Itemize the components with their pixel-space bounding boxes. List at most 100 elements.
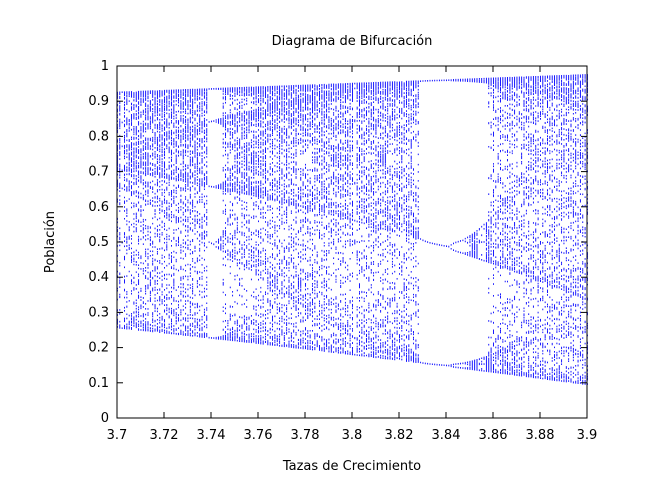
bifurcation-point-column bbox=[410, 80, 412, 362]
y-tick-label: 1 bbox=[101, 59, 109, 74]
bifurcation-point-column bbox=[121, 91, 123, 329]
bifurcation-point-column bbox=[220, 87, 222, 340]
bifurcation-point-column bbox=[250, 86, 252, 344]
bifurcation-point-column bbox=[427, 79, 429, 365]
y-tick-label: 0.9 bbox=[88, 94, 109, 109]
bifurcation-point-column bbox=[584, 74, 586, 385]
bifurcation-point-column bbox=[340, 83, 342, 354]
bifurcation-point-column bbox=[265, 86, 266, 343]
bifurcation-point-column bbox=[387, 81, 389, 360]
bifurcation-point-column bbox=[359, 82, 360, 357]
x-axis: 3.7 3.72 3.74 3.76 3.78 3.8 3.82 3.84 3.86 3.88 3.… bbox=[107, 66, 598, 443]
bifurcation-point-column bbox=[342, 83, 344, 354]
bifurcation-point-column bbox=[509, 76, 511, 376]
y-tick-label: 0.4 bbox=[88, 270, 109, 285]
bifurcation-point-column bbox=[375, 81, 377, 359]
bifurcation-point-column bbox=[330, 83, 332, 353]
bifurcation-point-column bbox=[314, 84, 316, 351]
bifurcation-point-column bbox=[321, 84, 323, 352]
bifurcation-point-column bbox=[434, 79, 436, 366]
x-tick-label: 3.84 bbox=[432, 428, 461, 443]
bifurcation-point-column bbox=[337, 83, 339, 354]
bifurcation-point-column bbox=[131, 91, 132, 330]
plot-area bbox=[117, 74, 588, 385]
bifurcation-point-column bbox=[319, 84, 320, 351]
bifurcation-point-column bbox=[424, 80, 426, 365]
bifurcation-point-column bbox=[199, 88, 201, 338]
bifurcation-point-column bbox=[241, 86, 243, 343]
bifurcation-point-column bbox=[328, 83, 330, 353]
bifurcation-point-column bbox=[476, 78, 478, 371]
bifurcation-point-column bbox=[394, 81, 396, 361]
bifurcation-point-column bbox=[436, 79, 438, 366]
bifurcation-point-column bbox=[229, 87, 231, 341]
bifurcation-point-column bbox=[140, 90, 142, 331]
bifurcation-point-column bbox=[156, 90, 158, 332]
bifurcation-point-column bbox=[488, 77, 490, 373]
y-tick-label: 0.7 bbox=[88, 165, 109, 180]
bifurcation-point-column bbox=[258, 86, 259, 344]
bifurcation-point-column bbox=[549, 75, 551, 381]
bifurcation-point-column bbox=[403, 82, 405, 357]
chart-title: Diagrama de Bifurcación bbox=[272, 34, 433, 49]
bifurcation-point-column bbox=[232, 87, 234, 342]
bifurcation-point-column bbox=[453, 79, 454, 368]
bifurcation-point-column bbox=[128, 91, 130, 330]
bifurcation-point-column bbox=[286, 85, 288, 347]
bifurcation-point-column bbox=[478, 78, 480, 372]
bifurcation-point-column bbox=[497, 77, 499, 374]
bifurcation-point-column bbox=[490, 77, 492, 373]
bifurcation-point-column bbox=[391, 81, 393, 360]
bifurcation-point-column bbox=[227, 87, 229, 341]
bifurcation-point-column bbox=[218, 87, 219, 340]
x-tick-label: 3.88 bbox=[526, 428, 555, 443]
bifurcation-point-column bbox=[525, 76, 527, 378]
bifurcation-point-column bbox=[173, 89, 175, 335]
x-axis-title: Tazas de Crecimiento bbox=[282, 459, 421, 474]
bifurcation-point-column bbox=[225, 87, 226, 341]
bifurcation-point-column bbox=[281, 85, 283, 347]
bifurcation-point-column bbox=[493, 77, 494, 373]
bifurcation-point-column bbox=[161, 90, 163, 333]
bifurcation-point-column bbox=[145, 90, 147, 332]
bifurcation-point-column bbox=[138, 90, 140, 331]
bifurcation-point-column bbox=[511, 76, 513, 375]
bifurcation-point-column bbox=[577, 74, 579, 384]
x-tick-label: 3.76 bbox=[244, 428, 273, 443]
bifurcation-point-column bbox=[542, 75, 544, 380]
bifurcation-point-column bbox=[551, 75, 553, 381]
bifurcation-point-column bbox=[356, 82, 358, 356]
x-tick-label: 3.86 bbox=[479, 428, 508, 443]
y-tick-label: 0.3 bbox=[88, 305, 109, 320]
bifurcation-point-column bbox=[133, 92, 135, 327]
bifurcation-point-column bbox=[147, 90, 149, 332]
bifurcation-point-column bbox=[326, 84, 328, 350]
bifurcation-point-column bbox=[196, 88, 198, 337]
bifurcation-point-column bbox=[582, 74, 584, 385]
bifurcation-point-column bbox=[166, 89, 168, 334]
bifurcation-point-column bbox=[438, 79, 440, 366]
bifurcation-point-column bbox=[349, 82, 351, 355]
bifurcation-point-column bbox=[246, 86, 248, 343]
bifurcation-point-column bbox=[467, 78, 469, 370]
bifurcation-point-column bbox=[222, 87, 224, 341]
bifurcation-point-column bbox=[455, 78, 457, 369]
x-tick-label: 3.9 bbox=[577, 428, 598, 443]
bifurcation-point-column bbox=[563, 74, 565, 383]
bifurcation-point-column bbox=[154, 90, 156, 332]
bifurcation-point-column bbox=[579, 74, 581, 384]
bifurcation-point-column bbox=[344, 83, 346, 355]
bifurcation-point-column bbox=[504, 77, 506, 375]
bifurcation-point-column bbox=[126, 91, 128, 330]
y-tick-label: 0.2 bbox=[88, 341, 109, 356]
bifurcation-point-column bbox=[396, 81, 398, 359]
bifurcation-point-column bbox=[288, 85, 290, 348]
bifurcation-point-column bbox=[518, 76, 520, 377]
bifurcation-point-column bbox=[474, 78, 476, 371]
bifurcation-point-column bbox=[415, 80, 417, 364]
bifurcation-point-column bbox=[267, 85, 269, 346]
bifurcation-point-column bbox=[370, 82, 372, 358]
bifurcation-point-column bbox=[290, 85, 292, 348]
bifurcation-point-column bbox=[352, 82, 353, 356]
x-tick-label: 3.8 bbox=[342, 428, 363, 443]
